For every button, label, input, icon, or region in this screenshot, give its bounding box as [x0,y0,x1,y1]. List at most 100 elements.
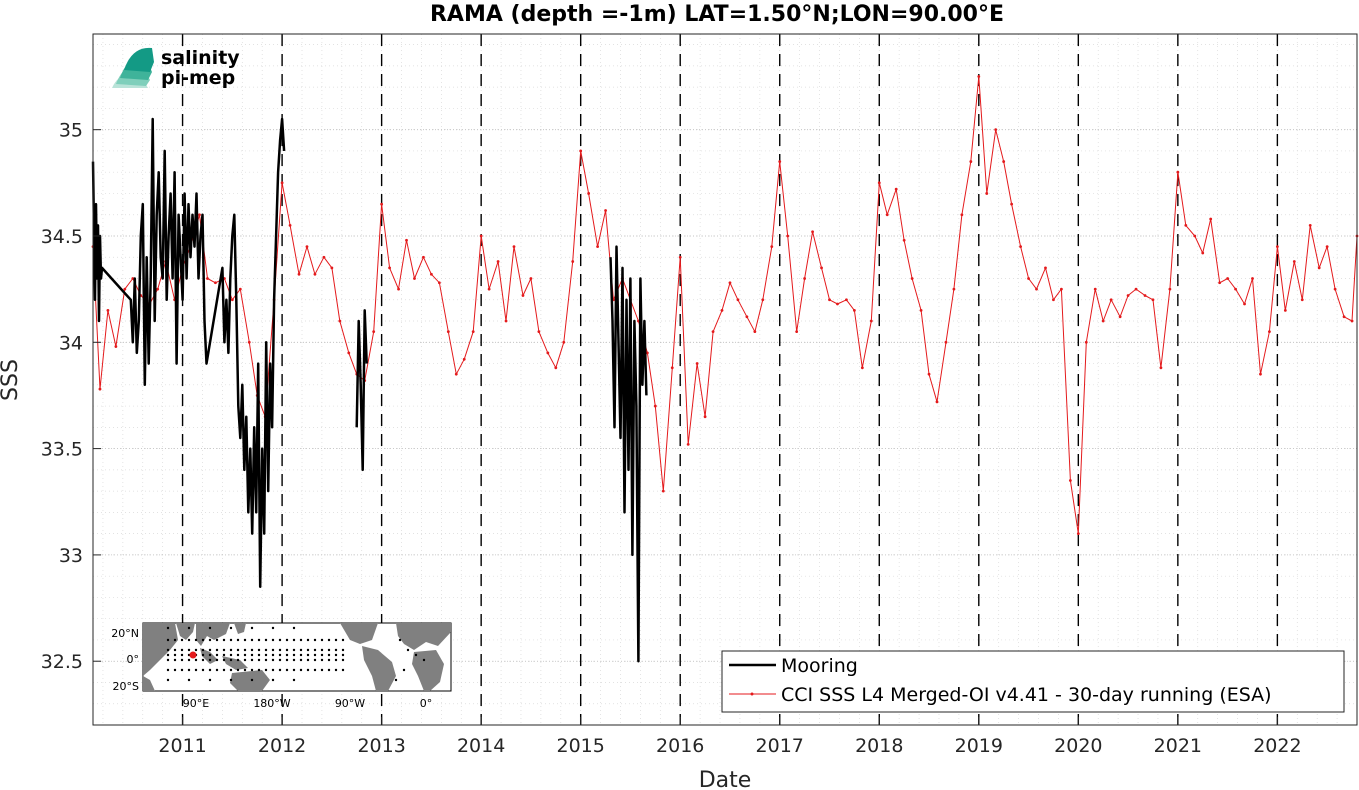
inset-mooring-dot [166,648,170,652]
y-tick-label: 35 [59,120,83,142]
inset-mooring-dot [271,658,275,662]
cci-point [919,309,923,312]
inset-mooring-dot [271,648,275,652]
inset-mooring-dot [292,626,296,630]
cci-point [1243,302,1246,306]
cci-point [1010,202,1014,206]
inset-mooring-dot [306,638,310,642]
inset-mooring-dot [422,658,426,662]
inset-mooring-dot [229,658,233,662]
cci-point [720,309,724,312]
inset-mooring-dot [334,648,338,652]
inset-mooring-dot [208,668,212,672]
logo-text-pimep: pi-mep [161,67,235,89]
cci-point [736,298,740,302]
inset-mooring-dot [166,678,170,682]
inset-mooring-dot [236,648,240,652]
inset-mooring-dot [180,648,184,652]
inset-mooring-dot [285,668,289,672]
inset-mooring-dot [292,653,296,657]
x-tick-label: 2011 [158,735,206,757]
inset-mooring-dot [187,626,191,630]
inset-mooring-dot [201,658,205,662]
cci-point [372,330,376,334]
legend: Mooring CCI SSS L4 Merged-OI v4.41 - 30-… [721,650,1345,713]
inset-mooring-dot [229,638,233,642]
inset-mooring-dot [222,653,226,657]
inset-mooring-dot [402,668,406,672]
inset-mooring-dot [327,668,331,672]
inset-mooring-dot [173,653,177,657]
y-axis-label: SSS [0,359,23,401]
cci-point [1268,330,1271,334]
cci-point [985,192,989,195]
map-xlabel-90e: 90°E [183,697,209,710]
map-xlabel-90w: 90°W [335,697,365,710]
x-axis-label: Date [699,768,752,790]
cci-point [206,277,209,280]
inset-mooring-dot [306,648,310,652]
inset-mooring-dot [180,668,184,672]
cci-point [686,442,690,446]
inset-mooring-dot [166,653,170,657]
inset-mooring-dot [208,626,212,630]
series-line-mooring-0 [91,117,286,589]
legend-label-cci: CCI SSS L4 Merged-OI v4.41 - 30-day runn… [781,684,1272,706]
cci-point [322,255,326,259]
inset-mooring-dot [187,678,191,682]
inset-mooring-dot [334,638,338,642]
cci-point [678,255,682,259]
cci-point [504,319,508,323]
inset-mooring-dot [257,648,261,652]
cci-point [571,260,575,263]
inset-mooring-dot [306,653,310,657]
inset-mooring-dot [208,678,212,682]
cci-point [745,315,749,319]
cci-point [836,302,839,306]
cci-point [347,351,351,355]
inset-mooring-dot [208,658,212,662]
cci-point [753,330,757,334]
inset-mooring-dot [306,658,310,662]
cci-point [803,277,807,280]
inset-mooring-dot [292,678,296,682]
cci-point [1325,245,1329,249]
inset-mooring-dot [194,638,198,642]
cci-point [156,287,160,291]
legend-label-mooring: Mooring [781,655,858,677]
inset-mooring-dot [406,648,410,652]
cci-point [811,230,814,234]
cci-point [214,281,217,285]
map-xlabel-0: 0° [420,697,433,710]
inset-mooring-dot [215,638,219,642]
cci-point [230,298,234,302]
cci-point [703,415,707,419]
cci-point [1093,287,1097,291]
plot-frame [92,33,1358,726]
cci-point [828,298,831,302]
cci-point [1035,287,1038,291]
cci-point [869,319,873,323]
cci-point [1159,366,1163,370]
inset-mooring-dot [299,668,303,672]
inset-mooring-dot [398,638,402,642]
inset-mooring-dot [257,668,261,672]
cci-point [910,277,914,280]
cci-point [761,298,765,302]
y-axis-ticks: 32.5 33 33.5 34 34.5 35 [41,120,101,673]
cci-point [338,319,342,323]
cci-point [1201,251,1205,255]
inset-mooring-dot [236,668,240,672]
inset-mooring-dot [292,668,296,672]
inset-mooring-dot [180,658,184,662]
inset-mooring-dot [264,668,268,672]
inset-mooring-dot [250,678,254,682]
inset-mooring-dot [278,668,282,672]
inset-map-land [143,623,451,691]
inset-mooring-dot [341,668,345,672]
cci-point [330,266,334,270]
plot-area [93,34,1357,725]
inset-mooring-dot [201,638,205,642]
inset-mooring-dot [236,638,240,642]
inset-mooring-dot [208,648,212,652]
